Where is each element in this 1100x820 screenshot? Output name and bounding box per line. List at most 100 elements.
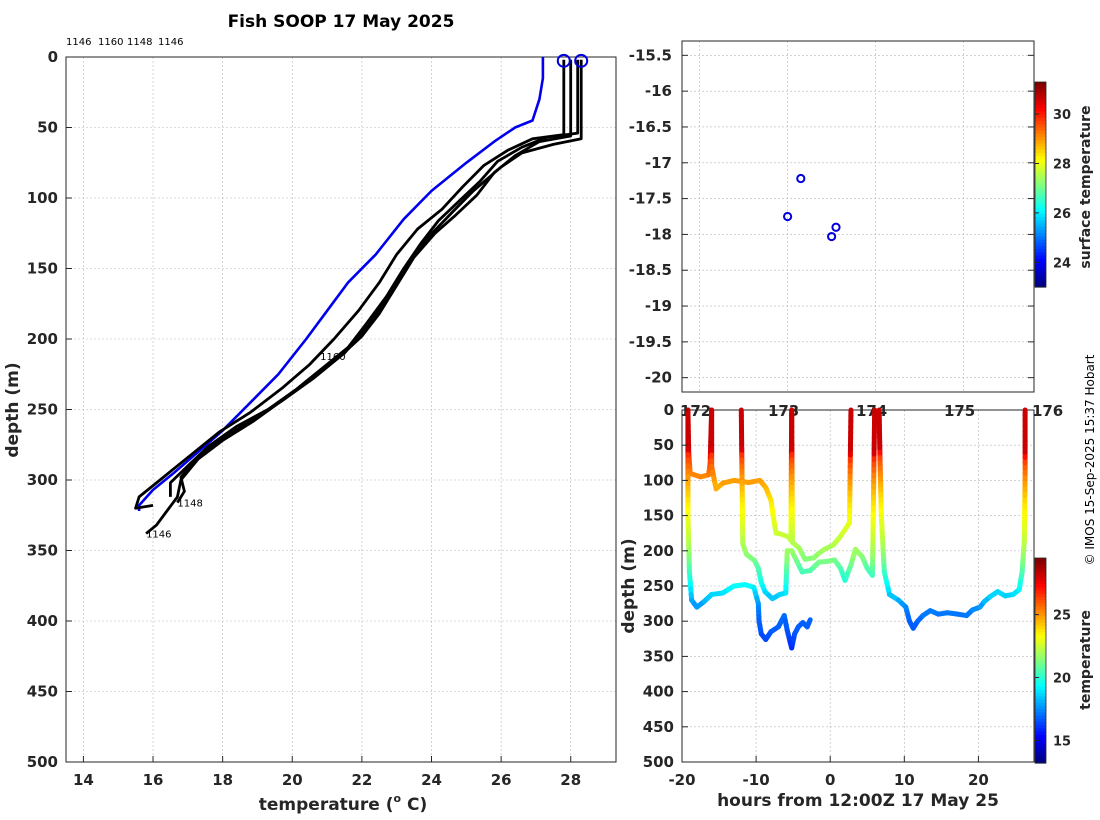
colorbar-segment [1035, 194, 1046, 198]
time-depth-y-tick-label: 50 [653, 436, 674, 454]
time-depth-y-axis-label: depth (m) [619, 538, 639, 633]
map-x-tick-label: 174 [856, 402, 887, 420]
colorbar-segment [1035, 210, 1046, 214]
time-depth-x-tick-label: 20 [968, 771, 989, 789]
colorbar-segment [1035, 94, 1046, 99]
colorbar-segment [1035, 657, 1046, 662]
map-y-tick-label: -16 [645, 82, 672, 100]
profile-plot: 14 16 18 20 22 24 26 28 0 50 100 150 200 250 300 350 40… [3, 12, 617, 815]
drop-id-label: 1146 [66, 37, 91, 48]
colorbar-segment [1035, 740, 1046, 745]
colorbar-segment [1035, 181, 1046, 186]
colorbar-segment [1035, 631, 1046, 636]
map-y-tick-label: -17 [645, 154, 672, 172]
drop-id-label: 1148 [127, 37, 152, 48]
colorbar-segment [1035, 737, 1046, 742]
profile-y-tick-label: 250 [27, 401, 58, 419]
time-depth-x-tick-label: 0 [825, 771, 835, 789]
colorbar-segment [1035, 283, 1046, 288]
profile-x-tick-label: 18 [212, 771, 233, 789]
surface-temperature-colorbar: 24 26 28 30 [1034, 81, 1071, 288]
map-y-tick-label: -19 [645, 297, 672, 315]
colorbar-segment [1035, 602, 1046, 607]
colorbar-segment [1035, 136, 1046, 141]
colorbar-segment [1035, 692, 1046, 697]
profile-end-label: 1160 [320, 352, 345, 363]
map-y-tick-label: -18.5 [629, 261, 672, 279]
colorbar-segment [1035, 229, 1046, 234]
colorbar-segment [1035, 232, 1046, 237]
colorbar-segment [1035, 197, 1046, 202]
map-grid [682, 41, 1034, 392]
map-y-tick-label: -20 [645, 369, 672, 387]
colorbar-segment [1035, 615, 1046, 620]
colorbar-segment [1035, 705, 1046, 710]
x-label-tail: C) [401, 795, 427, 815]
colorbar-segment [1035, 277, 1046, 282]
map-x-tick-label: 175 [944, 402, 975, 420]
colorbar-segment [1035, 599, 1046, 604]
colorbar-segment [1035, 676, 1046, 681]
colorbar-segment [1035, 625, 1046, 630]
profile-y-tick-label: 350 [27, 542, 58, 560]
colorbar-segment [1035, 104, 1046, 109]
colorbar-frame [1034, 557, 1047, 764]
colorbar-segment [1035, 574, 1046, 578]
colorbar-segment [1035, 114, 1046, 118]
colorbar-segment [1035, 174, 1046, 179]
colorbar-segment [1035, 130, 1046, 134]
profile-y-tick-label: 450 [27, 683, 58, 701]
profile-axes-frame [65, 56, 617, 763]
profile-end-label: 1148 [177, 499, 202, 510]
colorbar-segment [1035, 206, 1046, 211]
map-x-tick-label: 176 [1032, 402, 1063, 420]
colorbar-segment [1035, 251, 1046, 256]
colorbar-segment [1035, 743, 1046, 748]
profile-line [176, 59, 573, 504]
time-depth-y-tick-label: 450 [643, 718, 674, 736]
profile-grid [66, 56, 616, 763]
colorbar-tick-label: 28 [1053, 158, 1071, 173]
colorbar-segment [1035, 245, 1046, 250]
drop-id-label: 1146 [158, 37, 183, 48]
map-y-tick-label: -19.5 [629, 333, 672, 351]
map-y-tick-label: -17.5 [629, 190, 672, 208]
colorbar-segment [1035, 650, 1046, 655]
colorbar-segment [1035, 248, 1046, 253]
profile-x-tick-label: 20 [282, 771, 303, 789]
time-depth-y-tick-label: 0 [664, 401, 674, 419]
colorbar-segment [1035, 618, 1046, 623]
colorbar-segment [1035, 718, 1046, 722]
profile-end-labels: 1146 1148 1160 [146, 352, 346, 541]
colorbar-segment [1035, 165, 1046, 170]
colorbar-segment [1035, 216, 1046, 221]
colorbar-segment [1035, 570, 1046, 575]
colorbar-segment [1035, 242, 1046, 246]
profile-x-axis-label: temperature (o C) [259, 792, 428, 815]
time-depth-y-tick-label: 300 [643, 612, 674, 630]
map-points [783, 173, 841, 242]
colorbar-segment [1035, 178, 1046, 182]
colorbar-segment [1035, 734, 1046, 738]
colorbar-segment [1035, 203, 1046, 208]
colorbar-segment [1035, 155, 1046, 160]
profile-line [134, 59, 566, 510]
profile-y-tick-label: 200 [27, 330, 58, 348]
profile-x-tick-label: 22 [351, 771, 372, 789]
map-y-tick-label: -16.5 [629, 118, 672, 136]
colorbar-segment [1035, 641, 1046, 646]
colorbar-segment [1035, 110, 1046, 115]
colorbar-segment [1035, 117, 1046, 122]
profile-x-ticks: 14 16 18 20 22 24 26 28 [73, 756, 581, 789]
colorbar-segment [1035, 673, 1046, 678]
colorbar-segment [1035, 654, 1046, 658]
colorbar-tick-label: 25 [1053, 609, 1071, 624]
colorbar-tick-label: 15 [1053, 734, 1071, 749]
colorbar-segment [1035, 746, 1046, 751]
colorbar-segment [1035, 695, 1046, 700]
station-marker [827, 231, 837, 242]
colorbar-segment [1035, 753, 1046, 758]
colorbar-segment [1035, 264, 1046, 269]
colorbar-segment [1035, 184, 1046, 189]
colorbar-segment [1035, 200, 1046, 205]
